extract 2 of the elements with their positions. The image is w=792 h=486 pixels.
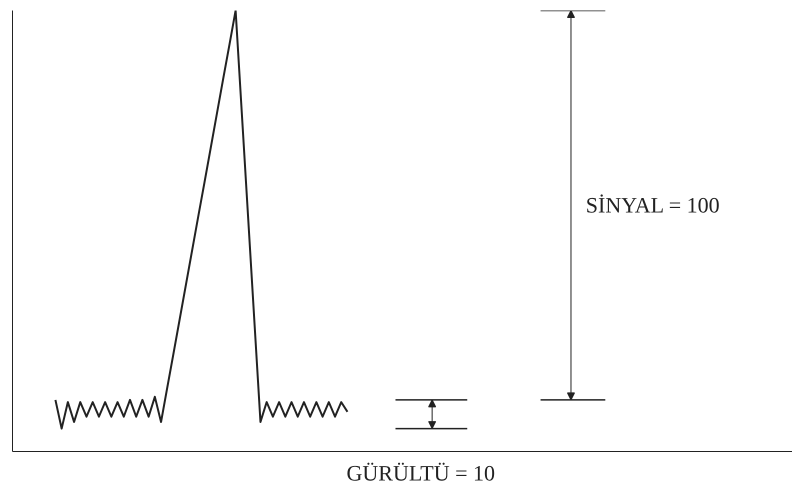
text: SİNYAL = 100	[586, 192, 720, 218]
text: GÜRÜLTÜ = 10	[346, 460, 495, 486]
